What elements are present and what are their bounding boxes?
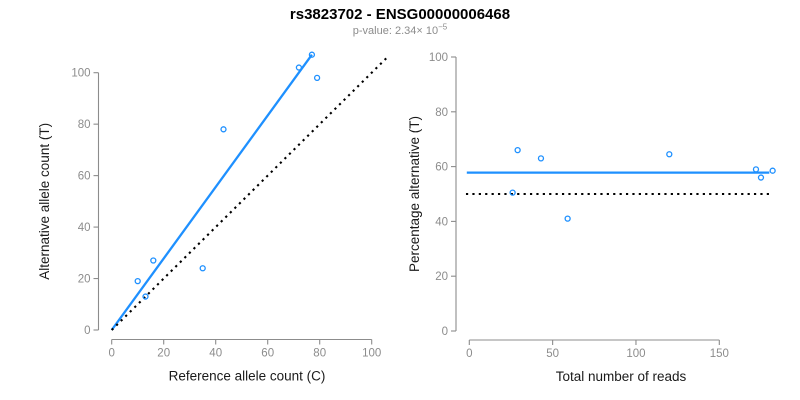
plot-panel-left: 0 20 40 60 80 100 0 20 40 60 80 100 Reference allele… bbox=[37, 51, 389, 384]
regression-fit-line bbox=[110, 54, 313, 331]
data-point bbox=[514, 147, 521, 154]
data-point bbox=[295, 64, 303, 71]
x-tick-label: 100 bbox=[362, 348, 381, 360]
x-axis-title: Reference allele count (C) bbox=[169, 369, 326, 384]
y-tick-label: 80 bbox=[435, 107, 448, 119]
x-tick-label: 100 bbox=[626, 348, 645, 360]
y-tick-label: 20 bbox=[78, 274, 91, 286]
y-tick-label: 100 bbox=[429, 52, 448, 64]
y-tick-label: 40 bbox=[435, 216, 448, 228]
y-axis-title: Alternative allele count (T) bbox=[37, 123, 52, 280]
y-tick-label: 60 bbox=[78, 171, 91, 183]
p-value-subtitle: p-value: 2.34× 10−5 bbox=[0, 22, 800, 37]
data-point bbox=[313, 74, 321, 81]
identity-line bbox=[110, 56, 389, 331]
p-value-exponent: −5 bbox=[438, 22, 448, 32]
x-tick-label: 50 bbox=[546, 348, 559, 360]
data-point bbox=[220, 126, 227, 133]
data-point bbox=[752, 166, 760, 173]
data-point bbox=[509, 189, 516, 196]
data-point bbox=[134, 277, 141, 285]
data-point bbox=[666, 151, 673, 158]
x-tick-label: 40 bbox=[209, 348, 222, 360]
p-value-text: p-value: 2.34× 10 bbox=[352, 25, 439, 37]
y-tick-label: 20 bbox=[435, 271, 448, 283]
data-points bbox=[134, 51, 321, 300]
y-tick-label: 0 bbox=[84, 325, 90, 337]
data-point bbox=[308, 51, 316, 58]
data-point bbox=[757, 174, 765, 181]
y-axis-title: Percentage alternative (T) bbox=[407, 116, 422, 272]
plot-panel-right: 0 20 40 60 80 100 0 50 100 150 Total number of rea… bbox=[407, 52, 776, 384]
x-tick-label: 80 bbox=[313, 348, 326, 360]
data-point bbox=[564, 215, 571, 222]
x-tick-label: 150 bbox=[710, 348, 729, 360]
y-tick-label: 40 bbox=[78, 222, 91, 234]
page-title: rs3823702 - ENSG00000006468 bbox=[289, 6, 511, 23]
data-point bbox=[537, 155, 545, 162]
x-tick-label: 0 bbox=[466, 348, 472, 360]
x-axis-title: Total number of reads bbox=[556, 369, 687, 384]
x-tick-label: 0 bbox=[108, 348, 114, 360]
y-tick-label: 80 bbox=[78, 119, 91, 131]
data-points bbox=[509, 147, 776, 222]
data-point bbox=[142, 293, 149, 300]
y-tick-label: 0 bbox=[442, 326, 448, 338]
y-tick-label: 100 bbox=[71, 68, 90, 80]
data-point bbox=[150, 257, 157, 264]
data-point bbox=[769, 167, 776, 174]
data-point bbox=[199, 265, 206, 272]
x-tick-label: 20 bbox=[157, 348, 170, 360]
x-tick-label: 60 bbox=[261, 348, 274, 360]
y-tick-label: 60 bbox=[435, 162, 448, 174]
